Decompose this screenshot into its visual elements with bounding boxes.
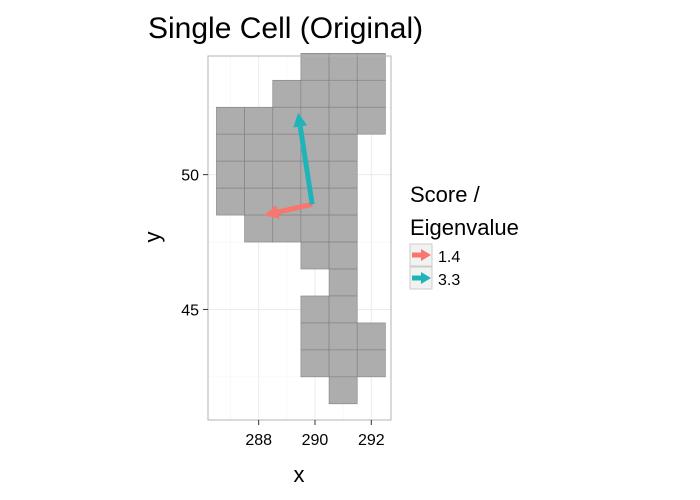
cell-tile bbox=[272, 133, 302, 162]
cell-tile bbox=[244, 133, 274, 162]
vector-head-1 bbox=[264, 205, 280, 219]
y-tick-label: 45 bbox=[181, 302, 199, 319]
cell-tile bbox=[300, 53, 330, 81]
legend-keys bbox=[409, 243, 433, 290]
cell-tile bbox=[244, 160, 274, 189]
chart-title: Single Cell (Original) bbox=[148, 12, 423, 45]
cell-tile bbox=[328, 79, 358, 108]
eigen-vectors bbox=[264, 112, 315, 219]
x-tick-label: 290 bbox=[302, 432, 329, 449]
cell-tile bbox=[300, 241, 330, 270]
legend: Score / Eigenvalue 1.4 3.3 bbox=[409, 182, 519, 290]
cell-tile bbox=[328, 376, 358, 405]
vector-head-2 bbox=[293, 112, 308, 128]
cell-tile bbox=[244, 214, 274, 243]
legend-title-line2: Eigenvalue bbox=[410, 215, 519, 240]
cell-tile bbox=[300, 106, 330, 135]
plot-panel bbox=[207, 55, 392, 421]
y-axis-title: y bbox=[140, 232, 165, 243]
cell-tile bbox=[356, 322, 386, 351]
vector-shaft-1 bbox=[277, 201, 313, 215]
cell-tile bbox=[244, 187, 274, 216]
cell-tile bbox=[356, 53, 386, 81]
cell-tile bbox=[244, 106, 274, 135]
cell-tile bbox=[328, 349, 358, 378]
cell-tile bbox=[328, 214, 358, 243]
cell-tile bbox=[300, 322, 330, 351]
legend-title-line1: Score / bbox=[410, 182, 481, 207]
cell-tile bbox=[272, 214, 302, 243]
cell-tile bbox=[216, 106, 245, 135]
cell-tile bbox=[216, 187, 245, 216]
cell-tile bbox=[272, 160, 302, 189]
legend-label-1: 1.4 bbox=[438, 249, 460, 266]
cell-tile bbox=[300, 187, 330, 216]
cell-tile bbox=[216, 160, 245, 189]
y-tick-label: 50 bbox=[181, 168, 199, 185]
cell-tile bbox=[300, 349, 330, 378]
cell-tile bbox=[328, 241, 358, 270]
cell-tile bbox=[328, 268, 358, 297]
cell-tile bbox=[272, 79, 302, 108]
cell-tile bbox=[300, 79, 330, 108]
cell-tile bbox=[356, 106, 386, 135]
x-tick-label: 288 bbox=[245, 432, 272, 449]
cell-tile bbox=[328, 53, 358, 81]
legend-label-2: 3.3 bbox=[438, 272, 460, 289]
cell-tile bbox=[300, 295, 330, 324]
axis-ticks: 288 290 292 45 50 bbox=[181, 168, 385, 449]
legend-key-head-1 bbox=[421, 249, 431, 261]
x-axis-title: x bbox=[294, 462, 305, 487]
vector-shaft-2 bbox=[297, 126, 315, 205]
cell-tile bbox=[328, 160, 358, 189]
cell-tile bbox=[328, 187, 358, 216]
legend-key-head-2 bbox=[421, 272, 431, 284]
cell-tile bbox=[356, 79, 386, 108]
cell-tile bbox=[356, 349, 386, 378]
x-tick-label: 292 bbox=[358, 432, 385, 449]
cell-tile bbox=[328, 322, 358, 351]
cell-tile bbox=[216, 133, 245, 162]
cell-tile bbox=[300, 214, 330, 243]
cell-tile bbox=[328, 133, 358, 162]
cell-tile bbox=[328, 106, 358, 135]
cell-tile bbox=[328, 295, 358, 324]
